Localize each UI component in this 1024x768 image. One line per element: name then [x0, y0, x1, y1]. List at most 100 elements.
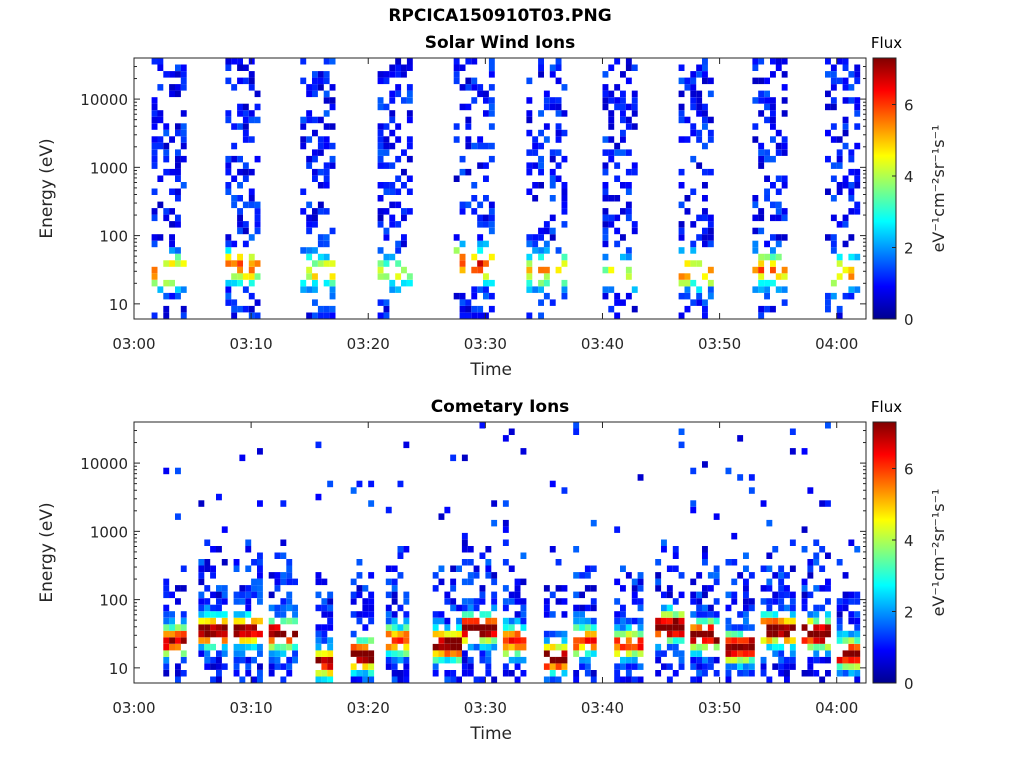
heatmap-cell [813, 585, 820, 592]
heatmap-cell [391, 611, 398, 618]
heatmap-cell [731, 559, 738, 566]
heatmap-cell [306, 162, 313, 169]
heatmap-cell [491, 630, 498, 638]
heatmap-cell [391, 650, 398, 657]
heatmap-cell [397, 480, 404, 488]
heatmap-cell [491, 598, 498, 605]
heatmap-cell [453, 136, 460, 143]
heatmap-cell [280, 643, 287, 651]
heatmap-cell [620, 136, 626, 143]
heatmap-cell [485, 565, 492, 572]
heatmap-cell [702, 116, 708, 124]
heatmap-cell [368, 670, 375, 677]
heatmap-cell [538, 312, 544, 319]
heatmap-cell [477, 136, 484, 143]
heatmap-cell [362, 611, 369, 618]
heatmap-cell [391, 598, 398, 605]
heatmap-cell [602, 227, 609, 235]
heatmap-cell [561, 188, 568, 195]
heatmap-cell [467, 663, 474, 670]
heatmap-cell [602, 103, 609, 111]
heatmap-cell [175, 286, 181, 293]
heatmap-cell [317, 116, 324, 124]
heatmap-cell [251, 624, 257, 631]
heatmap-cell [292, 630, 298, 638]
heatmap-cell [502, 650, 509, 657]
heatmap-cell [614, 240, 621, 248]
heatmap-cell [245, 546, 252, 553]
heatmap-cell [584, 656, 591, 664]
heatmap-cell [488, 142, 495, 150]
heatmap-cell [538, 266, 544, 274]
heatmap-cell [280, 650, 287, 657]
heatmap-cell [317, 234, 324, 241]
heatmap-cell [573, 546, 580, 553]
heatmap-cell [543, 585, 550, 592]
heatmap-cell [584, 585, 591, 592]
heatmap-cell [690, 598, 697, 605]
heatmap-cell [825, 617, 831, 625]
heatmap-cell [678, 182, 685, 189]
heatmap-cell [625, 266, 632, 274]
heatmap-cell [268, 637, 275, 644]
heatmap-cell [395, 201, 402, 209]
heatmap-cell [456, 676, 462, 683]
heatmap-cell [807, 617, 814, 625]
heatmap-cell [825, 650, 831, 657]
heatmap-cell [848, 273, 855, 280]
heatmap-cell [696, 630, 703, 638]
heatmap-cell [438, 617, 445, 625]
heatmap-cell [561, 487, 568, 494]
heatmap-cell [538, 142, 544, 150]
heatmap-cell [702, 670, 708, 677]
heatmap-cell [461, 670, 468, 677]
heatmap-cell [620, 97, 626, 104]
heatmap-cell [696, 110, 703, 117]
heatmap-cell [707, 286, 714, 293]
heatmap-cell [204, 617, 211, 625]
heatmap-cell [502, 598, 509, 605]
heatmap-cell [432, 663, 439, 670]
heatmap-cell [471, 305, 478, 313]
heatmap-cell [483, 142, 489, 150]
heatmap-cell [356, 676, 363, 683]
heatmap-cell [233, 656, 240, 664]
heatmap-cell [813, 670, 820, 677]
heatmap-cell [502, 643, 509, 651]
heatmap-cell [321, 663, 328, 670]
heatmap-cells [163, 422, 861, 683]
heatmap-cell [321, 630, 328, 638]
plot-area [134, 422, 866, 683]
heatmap-cell [766, 630, 773, 638]
heatmap-cell [362, 670, 369, 677]
heatmap-cell [391, 663, 398, 670]
heatmap-cell [696, 97, 703, 104]
heatmap-cell [836, 253, 843, 261]
heatmap-cell [655, 624, 662, 631]
heatmap-cell [231, 195, 238, 202]
heatmap-cell [323, 58, 330, 65]
heatmap-cell [175, 253, 181, 261]
heatmap-cell [432, 585, 439, 592]
heatmap-cell [225, 240, 232, 248]
x-tick-label: 03:20 [347, 335, 390, 353]
heatmap-cell [231, 273, 238, 280]
heatmap-cell [784, 637, 790, 644]
heatmap-cell [151, 240, 158, 248]
heatmap-cell [377, 208, 384, 215]
heatmap-cell [666, 604, 673, 612]
heatmap-cell [204, 624, 211, 631]
heatmap-cell [549, 175, 556, 182]
heatmap-cell [707, 637, 714, 644]
heatmap-cell [306, 253, 313, 261]
heatmap-cell [406, 58, 413, 65]
heatmap-cell [690, 77, 697, 85]
heatmap-cell [707, 77, 714, 85]
heatmap-cell [842, 116, 849, 124]
heatmap-cell [825, 656, 831, 664]
heatmap-cell [696, 617, 703, 625]
heatmap-cell [231, 142, 238, 150]
heatmap-cell [608, 155, 615, 163]
heatmap-cell [391, 656, 398, 664]
heatmap-cell [175, 292, 181, 300]
